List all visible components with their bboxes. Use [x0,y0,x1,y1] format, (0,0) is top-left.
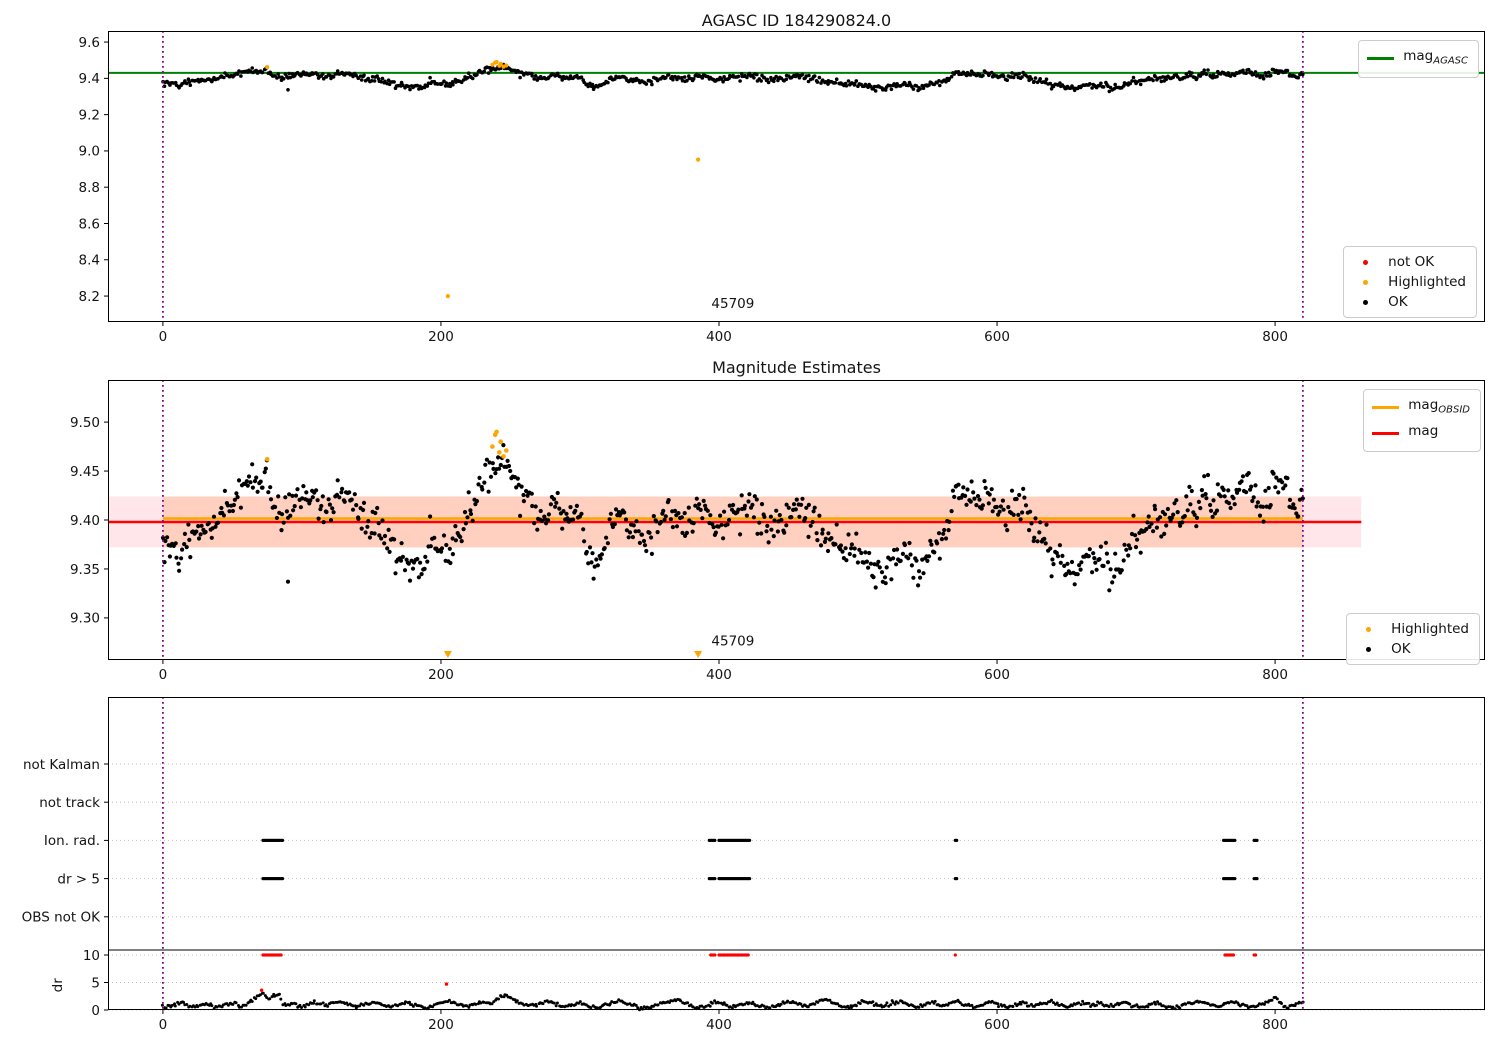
ion-rad-flag-points [261,838,1259,842]
highlighted-points [264,429,509,462]
svg-text:600: 600 [984,1017,1010,1033]
ok-points [160,443,1305,593]
svg-text:8.2: 8.2 [79,289,100,305]
axes-frame [108,380,1485,660]
legend-item-mag: mag [1372,421,1470,447]
svg-text:5: 5 [91,975,100,991]
highlighted-points [265,59,509,70]
svg-text:not track: not track [39,795,100,811]
ok-outlier-points [286,88,290,92]
dr-curve-points [160,991,1305,1012]
svg-text:9.35: 9.35 [70,562,100,578]
svg-text:800: 800 [1262,1017,1288,1033]
ok-outlier-points [285,579,291,584]
agasc-mag-plot: 45709 8.2 8.4 8.6 8.8 9.0 9.2 9.4 9.6 0 200 400 600 8… [79,31,1485,345]
svg-text:9.6: 9.6 [79,35,100,51]
mag-line-swatch [1372,432,1400,436]
highlighted-dot-swatch [1352,279,1379,285]
axes-frame [108,697,1485,1010]
svg-text:0: 0 [91,1003,100,1019]
svg-text:not Kalman: not Kalman [23,757,100,773]
obsid-range-vlines [162,697,1304,1010]
svg-text:200: 200 [428,1017,454,1033]
legend-item-highlighted: Highlighted [1352,272,1466,292]
svg-text:0: 0 [159,329,168,345]
dr-gt-5-flag-points [261,877,1259,881]
svg-text:OBS not OK: OBS not OK [22,910,102,926]
svg-text:600: 600 [984,667,1010,683]
svg-text:10: 10 [83,948,100,964]
highlighted-outlier-points [445,157,701,299]
y-axis-ticks: 9.30 9.35 9.40 9.45 9.50 [70,415,108,627]
highlighted-dot-swatch-2 [1355,626,1382,632]
svg-text:9.0: 9.0 [79,144,100,160]
svg-text:dr > 5: dr > 5 [57,871,100,887]
obsid-range-vlines [162,31,1304,322]
svg-text:8.4: 8.4 [79,253,100,269]
legend-item-mag-agasc: magAGASC [1367,46,1468,72]
legend-item-ok-2: OK [1355,639,1469,659]
svg-text:800: 800 [1262,667,1288,683]
flags-dr-plot: not Kalman not track Ion. rad. dr > 5 OBS no… [22,697,1485,1033]
legend-quality-top: not OK Highlighted OK [1343,246,1477,318]
x-axis-ticks: 0 200 400 600 800 [159,322,1288,345]
legend-item-highlighted-2: Highlighted [1355,619,1469,639]
middle-plot-title: Magnitude Estimates [712,358,881,377]
ok-dot-swatch-2 [1355,646,1382,652]
svg-text:600: 600 [984,329,1010,345]
mag-obsid-line-swatch [1372,406,1400,410]
svg-text:400: 400 [706,1017,732,1033]
svg-text:9.50: 9.50 [70,415,100,431]
axes-frame [108,31,1485,322]
svg-text:9.30: 9.30 [70,611,100,627]
top-plot-title: AGASC ID 184290824.0 [701,11,892,30]
dr-axis-label: dr [50,978,66,993]
svg-text:400: 400 [706,667,732,683]
svg-text:800: 800 [1262,329,1288,345]
obsid-annotation: 45709 [711,633,754,649]
legend-item-not-ok: not OK [1352,252,1466,272]
dotted-gridlines [108,763,1485,1011]
svg-text:200: 200 [428,329,454,345]
obsid-annotation: 45709 [711,296,754,312]
svg-text:9.4: 9.4 [79,71,100,87]
mag-agasc-line-swatch [1367,57,1395,61]
svg-text:9.45: 9.45 [70,464,100,480]
y-axis-ticks: 8.2 8.4 8.6 8.8 9.0 9.2 9.4 9.6 [79,35,108,305]
flag-row-labels: not Kalman not track Ion. rad. dr > 5 OBS no… [22,757,108,1019]
legend-mag-lines: magOBSID mag [1363,389,1481,453]
x-axis-ticks: 0 200 400 600 800 [159,1010,1288,1033]
svg-text:200: 200 [428,667,454,683]
svg-text:0: 0 [159,667,168,683]
legend-quality-middle: Highlighted OK [1346,613,1480,665]
svg-text:9.40: 9.40 [70,513,100,529]
svg-text:8.8: 8.8 [79,180,100,196]
ok-points [161,62,1305,94]
legend-item-mag-obsid: magOBSID [1372,395,1470,421]
legend-mag-agasc: magAGASC [1358,40,1479,78]
obsid-range-vlines [162,380,1304,660]
svg-text:Ion. rad.: Ion. rad. [44,833,100,849]
svg-text:8.6: 8.6 [79,216,100,232]
x-axis-ticks: 0 200 400 600 800 [159,660,1288,683]
not-ok-dot-swatch [1352,259,1379,265]
svg-text:0: 0 [159,1017,168,1033]
legend-item-ok: OK [1352,292,1466,312]
ok-dot-swatch [1352,299,1379,305]
svg-text:400: 400 [706,329,732,345]
dr-clipped-10-points [261,953,1258,957]
svg-text:9.2: 9.2 [79,107,100,123]
magnitude-estimates-plot: 45709 9.30 9.35 9.40 9.45 9.50 0 200 400 600 800 [70,380,1485,683]
scatter-layer [160,429,1305,593]
offscale-low-markers [443,651,703,658]
dr-not-ok-points [259,982,449,992]
